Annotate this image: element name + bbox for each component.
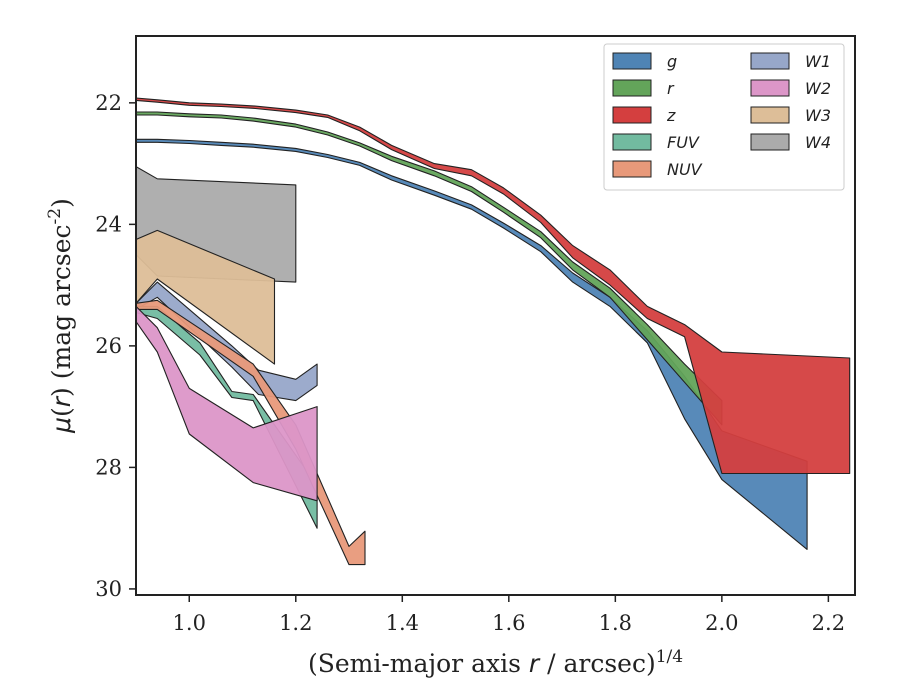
- x-tick-label: 1.4: [386, 611, 419, 635]
- legend-label-z: z: [666, 106, 676, 125]
- x-tick-label: 1.6: [492, 611, 525, 635]
- y-axis-title: μ(r) (mag arcsec-2): [45, 198, 76, 434]
- band-w1: [136, 281, 318, 402]
- legend-label-w3: W3: [805, 106, 831, 125]
- legend-label-w1: W1: [805, 52, 831, 71]
- legend-label-w4: W4: [805, 133, 831, 152]
- legend-swatch-w4: [750, 133, 790, 151]
- band-w2: [136, 305, 318, 502]
- band-w3: [136, 229, 276, 365]
- legend-label-w2: W2: [805, 79, 831, 98]
- band-g: [136, 138, 808, 550]
- legend-label-nuv: NUV: [667, 160, 703, 179]
- y-tick-label: 24: [95, 212, 122, 236]
- legend-label-g: g: [667, 52, 677, 71]
- y-tick-label: 30: [95, 577, 122, 601]
- legend-swatch-w1: [750, 52, 790, 70]
- x-tick-label: 2.2: [812, 611, 845, 635]
- legend: grz FUV NUV W1 W2 W3 W4: [603, 43, 845, 191]
- x-axis: 1.0 1.2 1.4 1.6 1.8 2.0 2.2: [173, 595, 845, 635]
- legend-swatch-g: [612, 52, 652, 70]
- x-tick-label: 1.0: [173, 611, 206, 635]
- x-tick-label: 1.2: [279, 611, 312, 635]
- y-tick-label: 28: [95, 455, 122, 479]
- plot-frame: [135, 35, 856, 596]
- y-axis: 22 24 26 28 30: [95, 91, 136, 601]
- legend-swatch-fuv: [612, 133, 652, 151]
- legend-swatch-z: [612, 106, 652, 124]
- axis-titles: (Semi-major axis r / arcsec)1/4 μ(r) (mag…: [45, 198, 683, 678]
- y-tick-label: 22: [95, 91, 122, 115]
- x-tick-label: 2.0: [705, 611, 738, 635]
- bands-layer: [136, 97, 851, 566]
- legend-swatch-r: [612, 79, 652, 97]
- legend-swatch-w3: [750, 106, 790, 124]
- y-tick-label: 26: [95, 334, 122, 358]
- legend-swatch-w2: [750, 79, 790, 97]
- legend-label-fuv: FUV: [667, 133, 700, 152]
- legend-label-r: r: [667, 79, 675, 98]
- band-nuv: [136, 299, 366, 566]
- x-axis-title: (Semi-major axis r / arcsec)1/4: [308, 647, 683, 678]
- x-tick-label: 1.8: [599, 611, 632, 635]
- band-z: [136, 97, 851, 475]
- legend-swatch-nuv: [612, 160, 652, 178]
- band-fuv: [136, 305, 318, 529]
